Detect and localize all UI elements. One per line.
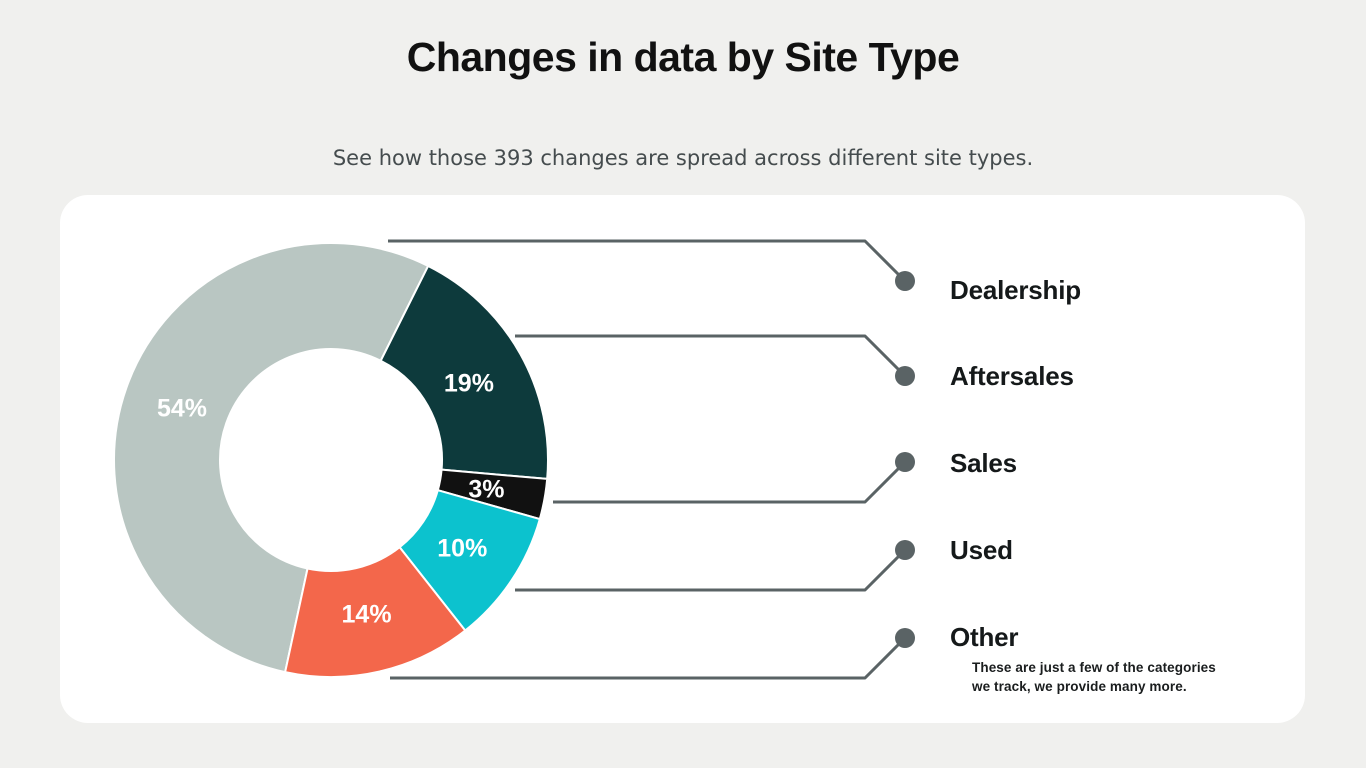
legend-item-aftersales: Aftersales — [950, 361, 1074, 391]
page-title: Changes in data by Site Type — [406, 34, 960, 80]
legend-item-dealership: Dealership — [950, 275, 1081, 305]
other-note: These are just a few of the categories w… — [972, 659, 1216, 696]
legend-item-sales: Sales — [950, 448, 1017, 478]
chart-card — [60, 195, 1305, 723]
legend-item-used: Used — [950, 535, 1013, 565]
page-subtitle: See how those 393 changes are spread acr… — [332, 146, 1034, 170]
other-note-line-2: we track, we provide many more. — [972, 678, 1187, 694]
legend-item-other: Other — [950, 622, 1019, 652]
other-note-line-1: These are just a few of the categories — [972, 660, 1216, 675]
